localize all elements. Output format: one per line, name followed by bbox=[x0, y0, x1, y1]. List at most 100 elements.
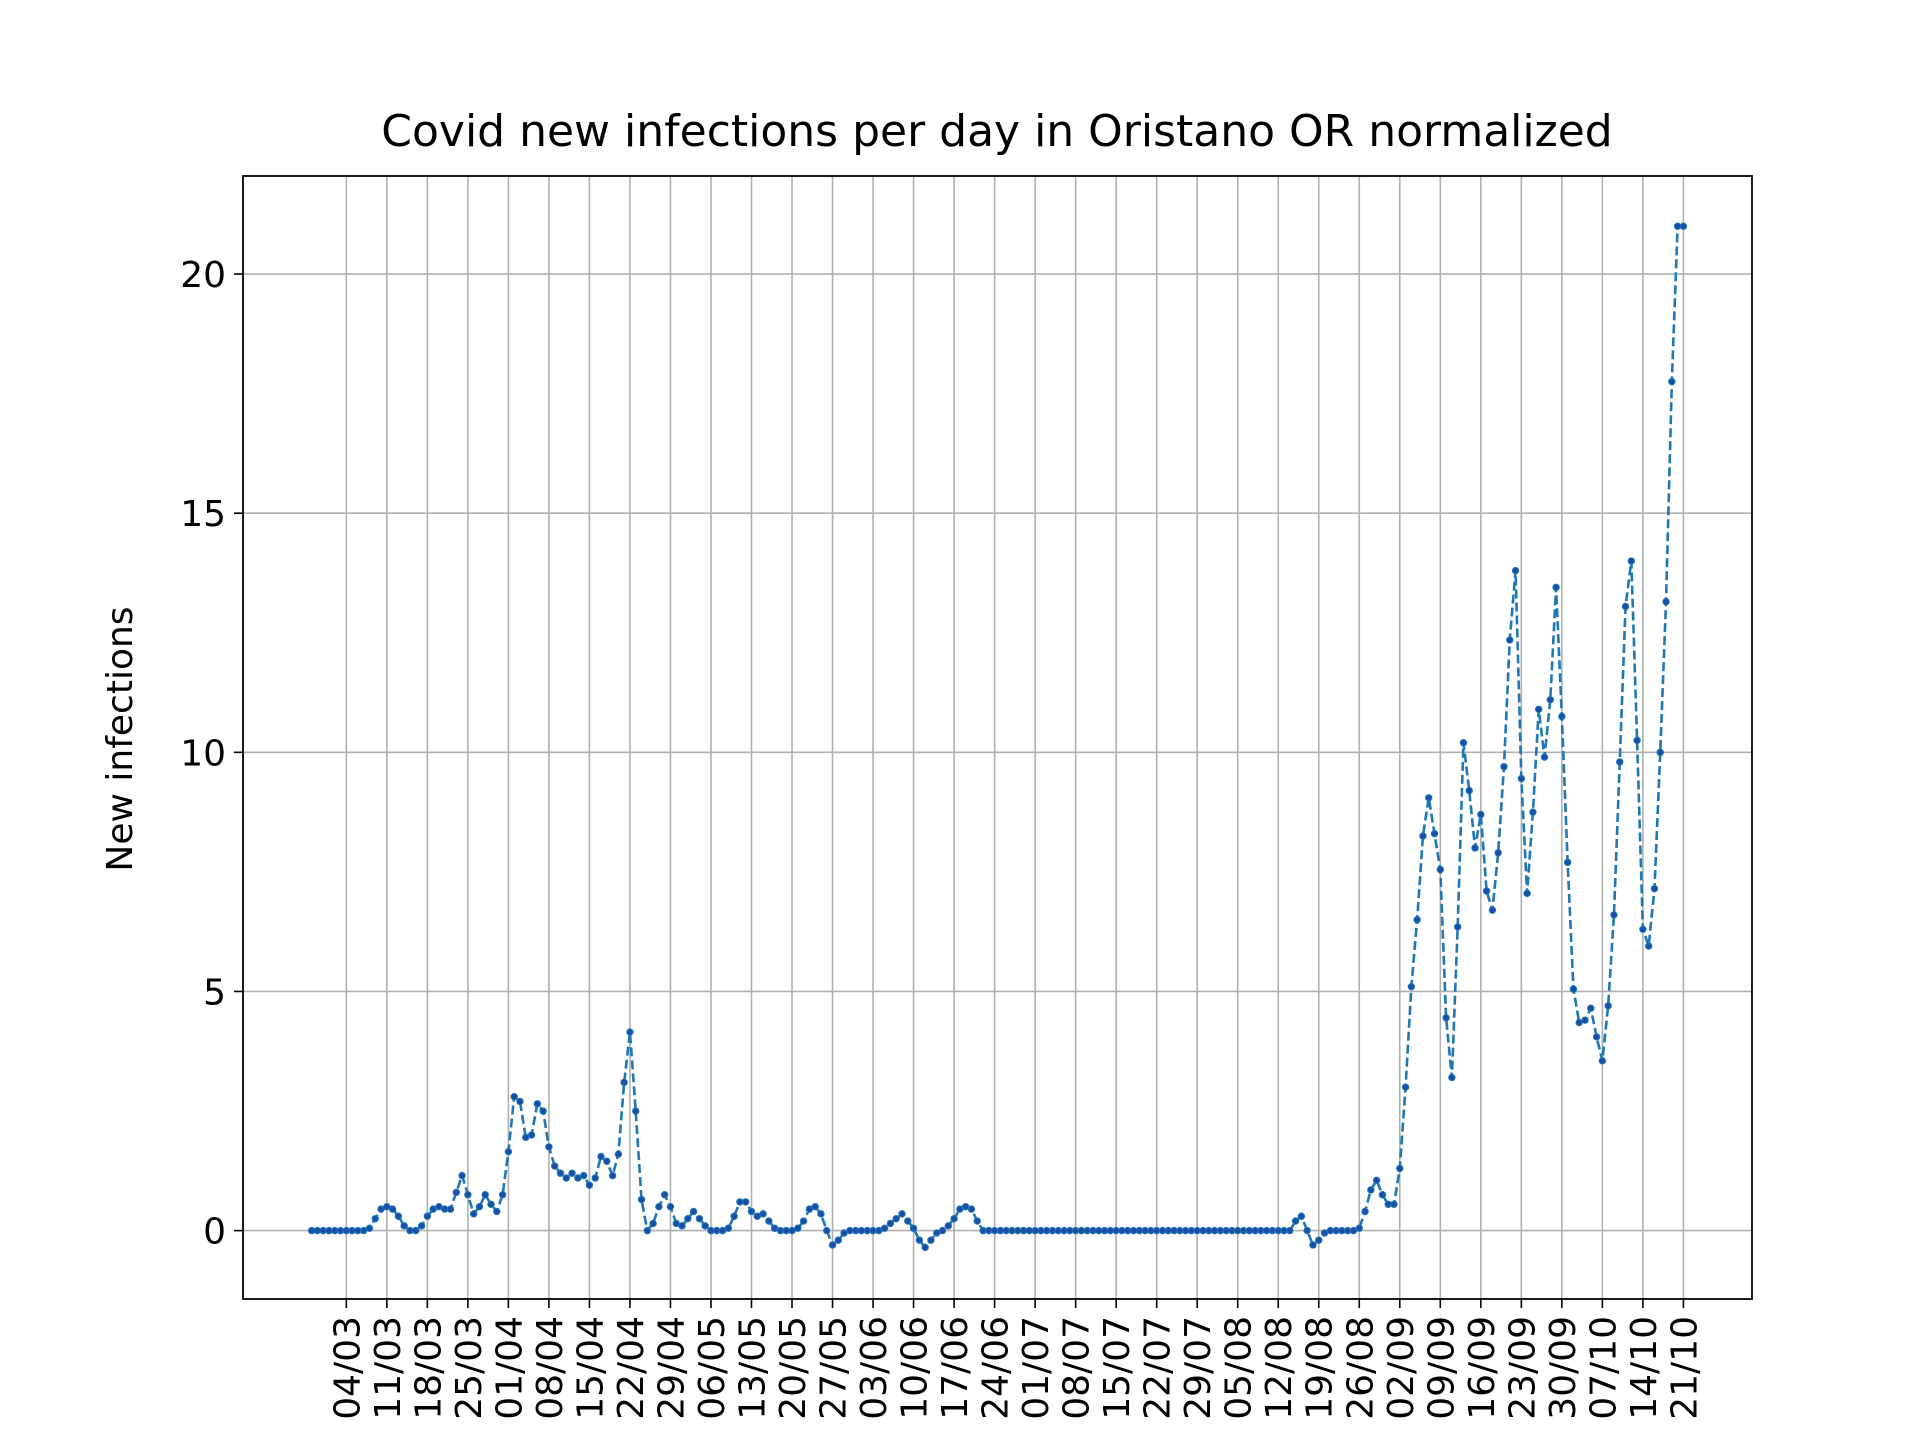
data-point bbox=[394, 1212, 403, 1220]
data-point bbox=[967, 1205, 976, 1213]
data-point bbox=[475, 1202, 484, 1211]
data-point bbox=[504, 1147, 513, 1156]
data-point bbox=[1535, 705, 1543, 713]
data-point bbox=[1407, 982, 1416, 991]
data-point bbox=[481, 1191, 489, 1199]
data-point bbox=[817, 1210, 825, 1218]
x-tick-label: 24/06 bbox=[976, 1316, 1017, 1420]
data-point bbox=[1627, 557, 1636, 565]
data-point bbox=[1430, 829, 1439, 838]
data-point bbox=[423, 1212, 432, 1220]
x-tick-label: 05/08 bbox=[1219, 1316, 1260, 1420]
data-point bbox=[452, 1188, 460, 1197]
y-tick-label: 0 bbox=[203, 1212, 226, 1253]
x-tick-label: 01/07 bbox=[1016, 1316, 1057, 1420]
data-point bbox=[1436, 865, 1445, 874]
data-point bbox=[828, 1241, 837, 1249]
data-point bbox=[898, 1210, 906, 1218]
data-point bbox=[1621, 602, 1630, 611]
data-point bbox=[1372, 1176, 1381, 1185]
x-tick-label: 21/10 bbox=[1664, 1316, 1705, 1420]
y-tick-label: 10 bbox=[180, 733, 226, 774]
data-point bbox=[1315, 1236, 1323, 1244]
y-tick-label: 15 bbox=[180, 494, 226, 535]
data-point bbox=[915, 1236, 924, 1244]
data-point bbox=[1401, 1083, 1410, 1091]
data-point bbox=[880, 1224, 889, 1232]
x-tick-label: 29/04 bbox=[651, 1316, 692, 1420]
x-tick-label: 29/07 bbox=[1178, 1316, 1219, 1420]
data-point bbox=[886, 1219, 895, 1228]
data-point bbox=[1482, 887, 1491, 895]
data-point bbox=[701, 1222, 709, 1230]
data-point bbox=[1453, 923, 1462, 931]
data-point bbox=[944, 1222, 952, 1230]
x-tick-label: 02/09 bbox=[1381, 1316, 1422, 1420]
data-point bbox=[1511, 566, 1520, 575]
data-point bbox=[597, 1152, 605, 1161]
data-point bbox=[799, 1217, 808, 1225]
data-point bbox=[1592, 1033, 1601, 1041]
data-point bbox=[632, 1107, 640, 1115]
data-point bbox=[904, 1217, 912, 1225]
data-point bbox=[655, 1202, 663, 1211]
data-point bbox=[1309, 1241, 1317, 1249]
data-point bbox=[365, 1224, 374, 1232]
data-point bbox=[892, 1214, 900, 1223]
data-point bbox=[614, 1150, 623, 1158]
data-point bbox=[458, 1171, 466, 1180]
x-tick-label: 19/08 bbox=[1300, 1316, 1341, 1420]
data-point bbox=[550, 1162, 559, 1170]
data-point bbox=[1465, 786, 1473, 795]
data-point bbox=[666, 1202, 675, 1211]
data-point bbox=[765, 1217, 773, 1225]
data-point bbox=[1517, 774, 1526, 783]
data-point bbox=[794, 1224, 802, 1232]
data-point bbox=[1500, 762, 1508, 771]
data-point bbox=[950, 1214, 958, 1223]
x-tick-label: 15/07 bbox=[1097, 1316, 1138, 1420]
x-tick-label: 30/09 bbox=[1543, 1316, 1584, 1420]
data-point bbox=[498, 1191, 507, 1199]
data-point bbox=[1488, 906, 1497, 914]
data-point bbox=[1610, 911, 1618, 919]
data-point bbox=[730, 1212, 738, 1220]
data-point bbox=[539, 1107, 547, 1115]
plot-area bbox=[307, 222, 1688, 1252]
data-point bbox=[637, 1195, 646, 1204]
x-tick-label: 12/08 bbox=[1259, 1316, 1300, 1420]
data-point bbox=[695, 1214, 704, 1223]
data-point bbox=[603, 1157, 611, 1165]
data-point bbox=[1668, 377, 1676, 386]
data-point bbox=[724, 1224, 733, 1232]
x-tick-label: 18/03 bbox=[408, 1316, 449, 1420]
data-point bbox=[1529, 808, 1537, 816]
data-point bbox=[545, 1143, 553, 1151]
data-point bbox=[1396, 1164, 1404, 1173]
data-point bbox=[1598, 1057, 1607, 1065]
data-point bbox=[493, 1207, 501, 1216]
data-point bbox=[516, 1097, 524, 1106]
data-point bbox=[1616, 758, 1624, 766]
data-point bbox=[834, 1236, 843, 1244]
data-point bbox=[1604, 1002, 1612, 1010]
data-point bbox=[909, 1224, 918, 1232]
x-tick-label: 01/04 bbox=[489, 1316, 530, 1420]
x-tick-label: 23/09 bbox=[1502, 1316, 1543, 1420]
data-point bbox=[1546, 696, 1554, 704]
data-point bbox=[1552, 583, 1560, 592]
data-point bbox=[649, 1219, 657, 1228]
data-point bbox=[1662, 597, 1670, 606]
data-point bbox=[1286, 1226, 1294, 1235]
x-tick-label: 16/09 bbox=[1462, 1316, 1503, 1420]
x-tick-label: 04/03 bbox=[327, 1316, 368, 1420]
data-point bbox=[1639, 925, 1647, 933]
y-tick-label: 20 bbox=[180, 255, 226, 296]
x-tick-label: 14/10 bbox=[1624, 1316, 1665, 1420]
data-point bbox=[487, 1200, 495, 1209]
data-point bbox=[1367, 1186, 1375, 1194]
data-point bbox=[973, 1217, 981, 1225]
